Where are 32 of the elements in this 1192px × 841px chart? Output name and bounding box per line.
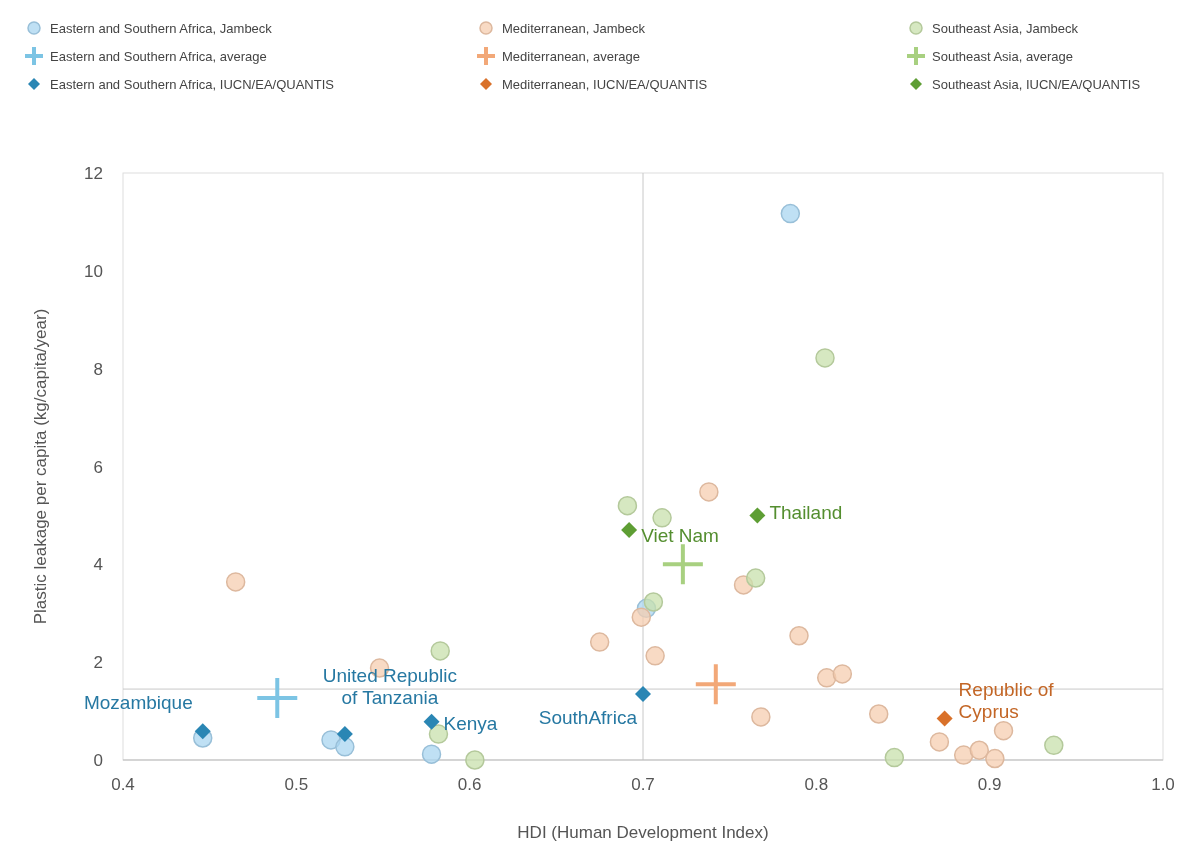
annotation: Mozambique [83,692,193,714]
y-tick-label: 2 [93,653,103,673]
x-tick-label: 0.6 [457,775,482,794]
y-tick-label: 12 [84,164,103,183]
y-tick-label: 10 [84,261,103,281]
annotation: Viet Nam [641,525,719,547]
y-axis-title: Plastic leakage per capita (kg/capita/year) [31,308,50,625]
x-axis-title: HDI (Human Development Index) [517,823,769,841]
annotation: SouthAfrica [538,706,638,728]
legend-label: Eastern and Southern Africa, IUCN/EA/QUANTIS [50,77,335,92]
annotation: Kenya [443,712,498,734]
annotation: Thailand [769,502,843,524]
x-tick-label: 0.9 [977,775,1002,794]
legend-label: Southeast Asia, average [932,49,1073,64]
y-tick-label: 4 [93,555,103,575]
legend-label: Southeast Asia, IUCN/EA/QUANTIS [932,77,1141,92]
legend-label: Eastern and Southern Africa, Jambeck [50,21,273,36]
legend-label: Mediterranean, IUCN/EA/QUANTIS [502,77,708,92]
legend-label: Southeast Asia, Jambeck [932,21,1079,36]
x-tick-label: 1.0 [1151,775,1175,794]
annotation: Republic of Cyprus [958,679,1055,723]
x-tick-label: 0.8 [804,775,829,794]
x-tick-label: 0.4 [111,775,135,794]
annotation: United Republic of Tanzania [322,665,457,709]
x-tick-label: 0.7 [631,775,655,794]
y-tick-label: 0 [93,751,103,770]
legend-label: Eastern and Southern Africa, average [50,49,267,64]
y-tick-label: 8 [93,359,103,379]
legend-label: Mediterranean, average [502,49,641,64]
legend-label: Mediterranean, Jambeck [502,21,646,36]
x-tick-label: 0.5 [284,775,309,794]
y-tick-label: 6 [93,457,103,477]
